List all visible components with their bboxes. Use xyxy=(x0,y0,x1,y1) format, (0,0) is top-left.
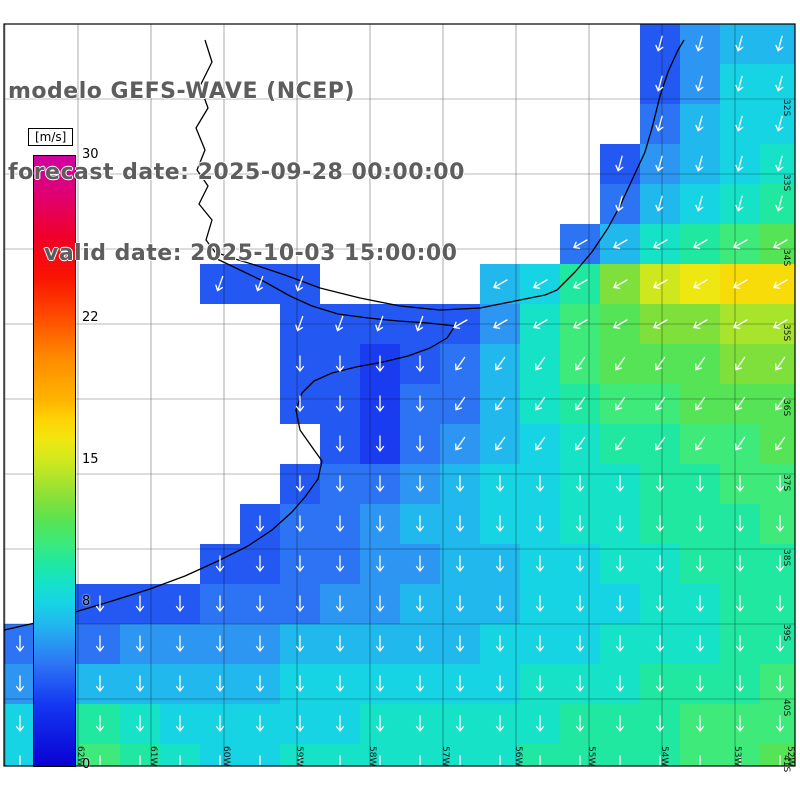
colorbar-tick-label: 0 xyxy=(82,757,91,772)
lon-label: 61W xyxy=(148,746,158,766)
lon-label: 52W xyxy=(785,746,795,766)
lat-label: 33S xyxy=(781,174,791,191)
colorbar-tick-label: 30 xyxy=(82,147,99,162)
lat-label: 36S xyxy=(781,399,791,416)
lat-label: 39S xyxy=(781,624,791,641)
lat-label: 32S xyxy=(781,99,791,116)
lat-label: 41S xyxy=(781,755,791,772)
forecast-date: forecast date: 2025-09-28 00:00:00 xyxy=(8,160,465,185)
lat-label: 35S xyxy=(781,324,791,341)
lat-label: 34S xyxy=(781,249,791,266)
map-frame xyxy=(3,23,796,767)
lon-label: 60W xyxy=(221,746,231,766)
lon-label: 62W xyxy=(75,746,85,766)
lon-label: 56W xyxy=(513,746,523,766)
valid-date: valid date: 2025-10-03 15:00:00 xyxy=(44,241,458,266)
colorbar-tick-label: 22 xyxy=(82,309,99,325)
model-title: modelo GEFS-WAVE (NCEP) xyxy=(8,79,355,104)
axis-labels: 32S 33S 34S 35S 36S 37S 38S 39S 40S 41S 62W 61W 60W 5… xyxy=(75,99,795,772)
map-layers xyxy=(4,24,795,766)
lat-label: 40S xyxy=(781,699,791,716)
graticule xyxy=(4,24,795,766)
lon-label: 55W xyxy=(586,746,596,766)
lon-label: 57W xyxy=(440,746,450,766)
lat-label: 37S xyxy=(781,474,791,491)
coastline xyxy=(4,39,685,631)
lon-label: 54W xyxy=(659,746,669,766)
colorbar-unit-label: [m/s] xyxy=(28,128,74,146)
wind-arrows xyxy=(15,35,788,766)
title-block: modelo GEFS-WAVE (NCEP) forecast date: 2… xyxy=(8,24,465,321)
lon-label: 53W xyxy=(732,746,742,766)
lon-label: 59W xyxy=(294,746,304,766)
lon-label: 58W xyxy=(367,746,377,766)
colorbar-tick-label: 15 xyxy=(82,452,99,467)
colorbar-tick-label: 8 xyxy=(82,594,91,610)
colorbar xyxy=(33,155,76,767)
lat-label: 38S xyxy=(781,549,791,566)
